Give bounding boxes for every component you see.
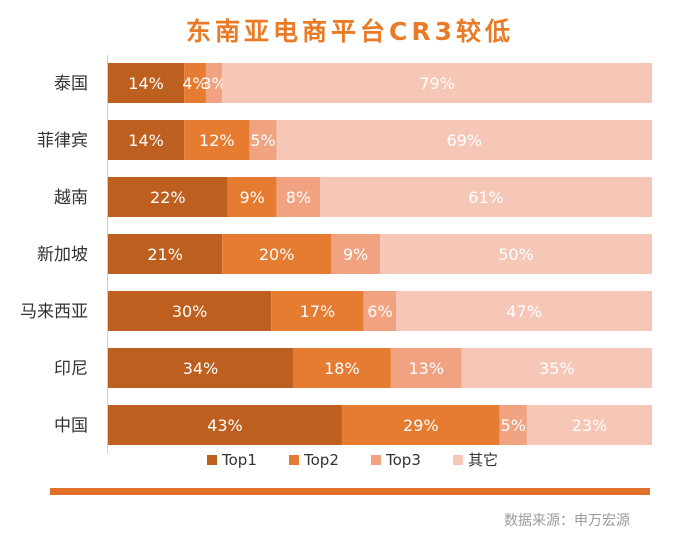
data-label: 14% [128, 74, 164, 93]
data-label: 20% [259, 245, 295, 264]
bar-segment-Top3 [499, 405, 527, 445]
data-label: 30% [172, 302, 208, 321]
category-label: 新加坡 [37, 245, 88, 265]
chart-title: 东南亚电商平台CR3较低 [186, 17, 514, 46]
legend-swatch [289, 455, 299, 465]
data-label: 61% [468, 188, 504, 207]
data-label: 5% [501, 416, 526, 435]
bar-segment-Top1 [108, 177, 228, 217]
legend-label: Top2 [303, 451, 339, 469]
data-label: 29% [403, 416, 439, 435]
bar-segment-Top1 [108, 63, 185, 103]
bar-segment-其它 [276, 120, 652, 160]
bar-segment-Top3 [390, 348, 462, 388]
legend: Top1 Top2 Top3 其它 [207, 451, 498, 469]
category-label: 中国 [54, 416, 88, 436]
source-note: 数据来源：申万宏源 [504, 513, 630, 529]
bar-segment-Top1 [108, 120, 185, 160]
bar-segment-Top2 [227, 177, 277, 217]
bar-segment-Top2 [292, 348, 391, 388]
category-label: 菲律宾 [37, 131, 88, 151]
bar-segment-其它 [320, 177, 652, 217]
legend-label: Top3 [385, 451, 421, 469]
bar-segment-Top3 [276, 177, 321, 217]
bar-segment-Top2 [271, 291, 364, 331]
bar-segment-其它 [380, 234, 652, 274]
plot-area: 泰国 14% 4%3% 79% 菲律宾 14% 12% 5% 69% 越南 22% 9% 8% 61% 新加… [20, 55, 653, 453]
bar-segment-Top1 [108, 348, 293, 388]
bar-segment-其它 [222, 63, 653, 103]
bar-segment-Top3 [331, 234, 380, 274]
data-label: 34% [183, 359, 219, 378]
data-label: 3% [201, 74, 226, 93]
bar-segment-Top1 [108, 234, 223, 274]
data-label: 18% [324, 359, 360, 378]
data-label: 79% [419, 74, 455, 93]
category-label: 马来西亚 [20, 302, 88, 322]
data-label: 9% [239, 188, 264, 207]
legend-label: 其它 [468, 451, 498, 469]
bar-segment-其它 [461, 348, 652, 388]
category-label: 泰国 [54, 74, 88, 94]
data-label: 12% [199, 131, 235, 150]
data-label: 4% [182, 74, 207, 93]
data-label: 17% [300, 302, 336, 321]
data-label: 23% [572, 416, 608, 435]
bar-segment-其它 [396, 291, 652, 331]
data-label: 69% [447, 131, 483, 150]
bar-segment-其它 [526, 405, 652, 445]
data-label: 35% [539, 359, 575, 378]
legend-swatch [371, 455, 381, 465]
data-label: 13% [408, 359, 444, 378]
data-label: 21% [147, 245, 183, 264]
data-label: 14% [128, 131, 164, 150]
legend-swatch [453, 455, 463, 465]
legend-label: Top1 [221, 451, 257, 469]
data-label: 22% [150, 188, 186, 207]
data-label: 6% [367, 302, 392, 321]
data-label: 43% [207, 416, 243, 435]
bottom-rule [50, 488, 650, 495]
bar-segment-Top3 [363, 291, 397, 331]
bar-segment-Top1 [108, 291, 272, 331]
category-label: 印尼 [54, 359, 88, 379]
data-label: 8% [286, 188, 311, 207]
data-label: 47% [506, 302, 542, 321]
data-label: 5% [250, 131, 275, 150]
bar-segment-Top2 [222, 234, 332, 274]
legend-swatch [207, 455, 217, 465]
category-label: 越南 [54, 188, 88, 208]
bar-segment-Top3 [205, 63, 223, 103]
bar-segment-Top2 [341, 405, 500, 445]
bar-segment-Top2 [184, 63, 206, 103]
bar-segment-Top2 [184, 120, 250, 160]
data-label: 50% [498, 245, 534, 264]
data-label: 9% [343, 245, 368, 264]
bar-segment-Top3 [249, 120, 277, 160]
bar-segment-Top1 [108, 405, 342, 445]
